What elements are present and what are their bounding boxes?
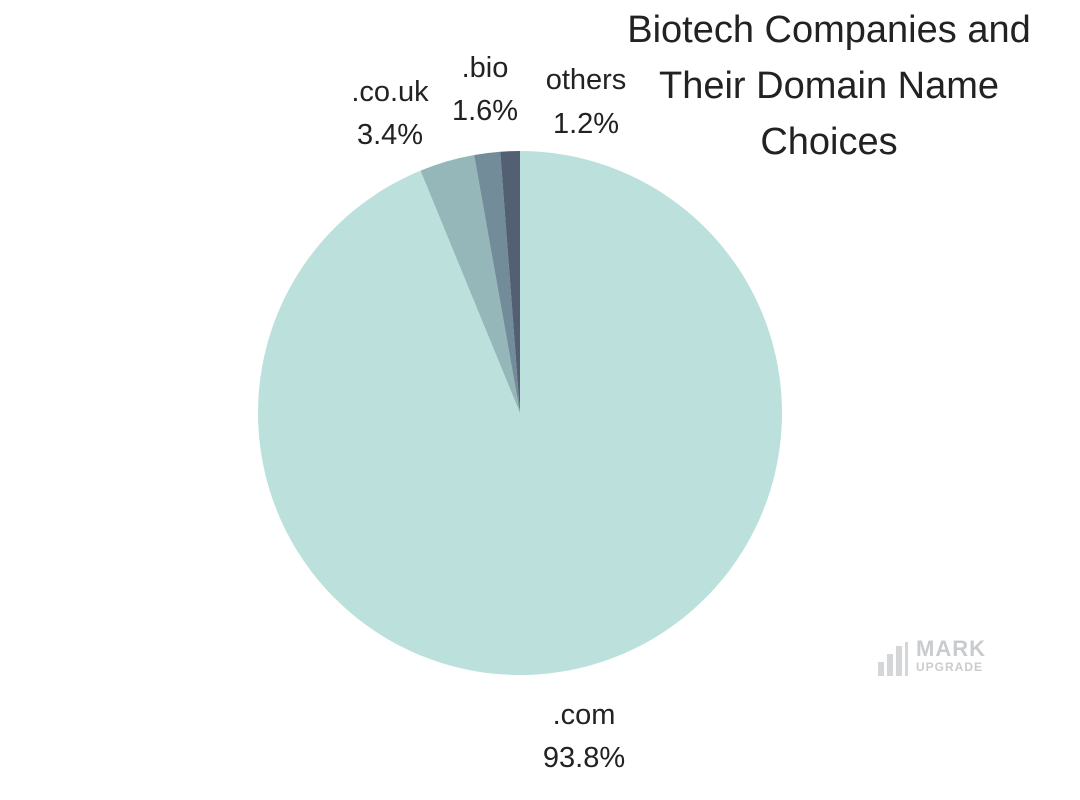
watermark-word-upgrade: UPGRADE: [916, 660, 984, 674]
pie-labels: .com 93.8% .co.uk 3.4% .bio 1.6% others 1.2%: [351, 52, 626, 774]
watermark-logo: MARK UPGRADE: [878, 638, 1008, 680]
slice-value-bio: 1.6%: [452, 95, 518, 127]
slice-value-co-uk: 3.4%: [357, 119, 423, 151]
bar-chart-icon: [878, 642, 912, 676]
slice-value-com: 93.8%: [543, 742, 625, 774]
pie-slice-co-uk: [420, 155, 520, 414]
pie-slices: [258, 151, 782, 675]
pie-slice-bio: [474, 151, 520, 413]
chart-title: Biotech Companies and Their Domain Name …: [627, 9, 1031, 163]
slice-label-others: others: [546, 64, 627, 96]
slice-label-co-uk: .co.uk: [351, 76, 429, 108]
slice-label-bio: .bio: [462, 52, 509, 84]
watermark-word-mark: MARK: [916, 636, 986, 661]
slice-label-com: .com: [553, 699, 616, 731]
slice-value-others: 1.2%: [553, 108, 619, 140]
pie-slice-others: [500, 151, 520, 413]
